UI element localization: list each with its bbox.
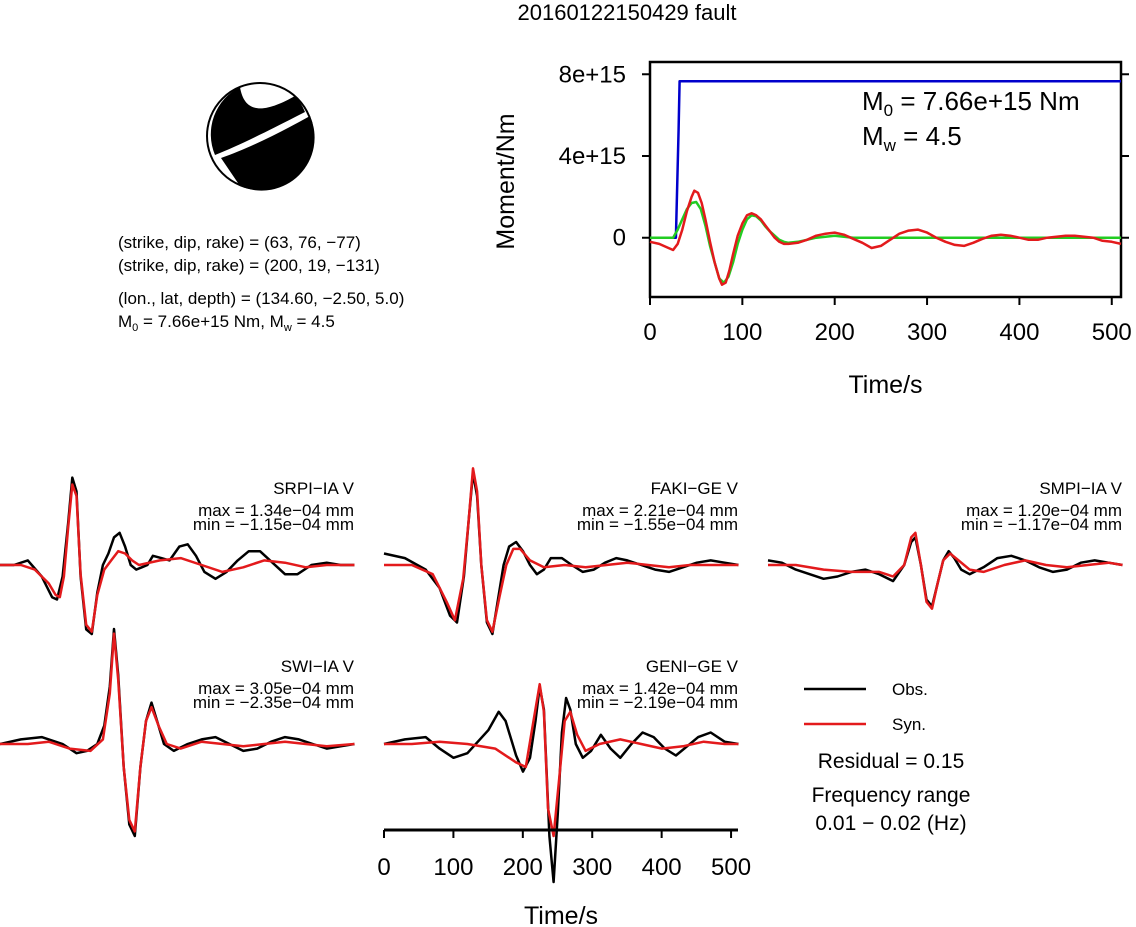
- waveform-xtick-label: 300: [572, 854, 612, 881]
- station-min-swi: min = −2.35e−04 mm: [193, 693, 354, 712]
- moment-ytick-label: 0: [613, 225, 626, 252]
- moment-mw-label: Mw = 4.5: [862, 121, 962, 155]
- waveform-syn-srpi: [0, 483, 355, 633]
- moment-xtick-label: 300: [907, 319, 947, 346]
- hypocenter-location: (lon., lat, depth) = (134.60, −2.50, 5.0…: [118, 289, 404, 308]
- station-label-faki: FAKI−GE V: [651, 479, 739, 498]
- residual-text: Residual = 0.15: [818, 750, 965, 773]
- moment-xtick-label: 400: [999, 319, 1039, 346]
- waveform-obs-smpi: [767, 536, 1123, 608]
- station-min-smpi: min = −1.17e−04 mm: [961, 515, 1122, 534]
- station-max-faki: max = 2.21e−04 mm: [582, 501, 738, 520]
- moment-xtick-label: 100: [722, 319, 762, 346]
- station-label-smpi: SMPI−IA V: [1039, 479, 1122, 498]
- waveform-syn-faki: [384, 467, 739, 633]
- station-label-geni: GENI−GE V: [646, 657, 739, 676]
- legend: Obs. Syn. Residual = 0.15 Frequency rang…: [804, 680, 970, 835]
- waveform-syn-smpi: [768, 531, 1123, 610]
- station-min-srpi: min = −1.15e−04 mm: [193, 515, 354, 534]
- station-max-swi: max = 3.05e−04 mm: [198, 679, 354, 698]
- waveform-xtick-label: 500: [711, 854, 751, 881]
- moment-xlabel: Time/s: [848, 371, 922, 399]
- moment-ylabel: Moment/Nm: [492, 113, 520, 249]
- waveform-syn-geni: [384, 682, 739, 838]
- beachball: [206, 82, 315, 191]
- waveform-xtick-label: 100: [433, 854, 473, 881]
- moment-series-2: [649, 189, 1122, 286]
- waveform-xlabel: Time/s: [524, 902, 598, 927]
- station-max-smpi: max = 1.20e−04 mm: [966, 501, 1122, 520]
- station-min-geni: min = −2.19e−04 mm: [577, 693, 738, 712]
- station-min-faki: min = −1.55e−04 mm: [577, 515, 738, 534]
- nodal-plane-2: (strike, dip, rake) = (200, 19, −131): [118, 256, 380, 275]
- waveform-syn-swi: [0, 632, 355, 833]
- moment-m0-label: M0 = 7.66e+15 Nm: [862, 86, 1080, 120]
- moment-ytick-label: 4e+15: [559, 143, 626, 170]
- waveform-xtick-label: 200: [503, 854, 543, 881]
- station-label-srpi: SRPI−IA V: [273, 479, 354, 498]
- nodal-plane-1: (strike, dip, rake) = (63, 76, −77): [118, 233, 361, 252]
- frequency-range-value: 0.01 − 0.02 (Hz): [815, 812, 966, 835]
- waveform-obs-geni: [383, 685, 739, 884]
- station-label-swi: SWI−IA V: [281, 657, 355, 676]
- waveform-xtick-label: 0: [377, 854, 390, 881]
- moment-xtick-label: 0: [643, 319, 656, 346]
- beachball-quadrant-upper: [210, 87, 305, 155]
- legend-syn-label: Syn.: [892, 715, 926, 734]
- waveform-obs-swi: [0, 627, 355, 838]
- station-max-srpi: max = 1.34e−04 mm: [198, 501, 354, 520]
- beachball-quadrant-lower: [221, 116, 315, 191]
- legend-obs-label: Obs.: [892, 680, 928, 699]
- station-max-geni: max = 1.42e−04 mm: [582, 679, 738, 698]
- moment-summary: M0 = 7.66e+15 Nm, Mw = 4.5: [118, 312, 335, 334]
- moment-plot-frame: [648, 60, 1123, 299]
- moment-xtick-label: 500: [1092, 319, 1132, 346]
- moment-xtick-label: 200: [815, 319, 855, 346]
- moment-panel: 0 100 200 300 400 500 0 4e+15 8e+15 Time/s Moment/…: [492, 60, 1132, 399]
- moment-ytick-label: 8e+15: [559, 61, 626, 88]
- figure-title: 20160122150429 fault: [518, 0, 737, 25]
- frequency-range-title: Frequency range: [812, 784, 971, 807]
- waveform-xtick-label: 400: [642, 854, 682, 881]
